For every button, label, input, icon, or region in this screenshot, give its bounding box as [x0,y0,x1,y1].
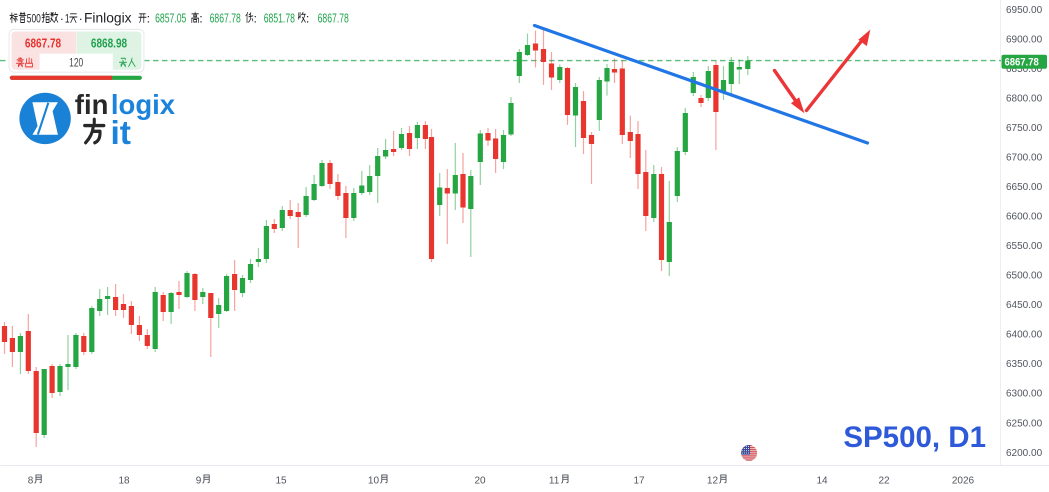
svg-text:1: 1 [65,12,70,26]
svg-text:6650.00: 6650.00 [1006,182,1043,193]
svg-text:6851.78: 6851.78 [264,12,295,26]
svg-text:18: 18 [118,476,130,487]
svg-text:500: 500 [27,12,41,26]
svg-text:120: 120 [69,57,83,70]
svg-text:it: it [111,115,131,152]
svg-text:6750.00: 6750.00 [1006,123,1043,134]
svg-text:12: 12 [707,476,719,487]
svg-text:fin: fin [75,89,109,120]
svg-text:15: 15 [275,476,287,487]
svg-text:6867.78: 6867.78 [1004,57,1039,69]
svg-text:6500.00: 6500.00 [1006,271,1043,282]
svg-text:14: 14 [816,476,828,487]
svg-text:Finlogix: Finlogix [84,10,132,25]
svg-text:6300.00: 6300.00 [1006,389,1043,400]
svg-text:6950.00: 6950.00 [1006,5,1043,16]
svg-text:6867.78: 6867.78 [318,12,349,26]
svg-text:6350.00: 6350.00 [1006,359,1043,370]
svg-text:6850.00: 6850.00 [1006,64,1043,75]
svg-text:6867.78: 6867.78 [210,12,241,26]
svg-text:6450.00: 6450.00 [1006,300,1043,311]
svg-text:6857.05: 6857.05 [155,12,186,26]
svg-text::: : [199,11,202,25]
svg-text:2026: 2026 [952,476,975,487]
svg-text:·: · [79,11,83,25]
svg-text:20: 20 [474,476,486,487]
svg-text::: : [147,11,150,25]
svg-text:6868.98: 6868.98 [91,37,128,50]
svg-text:6250.00: 6250.00 [1006,418,1043,429]
svg-text::: : [254,11,257,25]
svg-text:6867.78: 6867.78 [25,37,62,50]
svg-text:22: 22 [878,476,890,487]
svg-text::: : [306,11,309,25]
svg-text:6700.00: 6700.00 [1006,153,1043,164]
svg-text:11: 11 [549,476,560,487]
svg-text:SP500, D1: SP500, D1 [843,421,986,454]
svg-text:6600.00: 6600.00 [1006,212,1043,223]
svg-text:17: 17 [633,476,645,487]
svg-text:·: · [60,11,64,25]
svg-text:6800.00: 6800.00 [1006,93,1043,104]
svg-text:6900.00: 6900.00 [1006,34,1043,45]
svg-text:9: 9 [196,476,202,487]
svg-text:8: 8 [28,476,34,487]
svg-text:6200.00: 6200.00 [1006,448,1043,459]
svg-text:logix: logix [111,89,176,120]
svg-text:6400.00: 6400.00 [1006,330,1043,341]
svg-text:6550.00: 6550.00 [1006,241,1043,252]
svg-text:10: 10 [368,476,380,487]
